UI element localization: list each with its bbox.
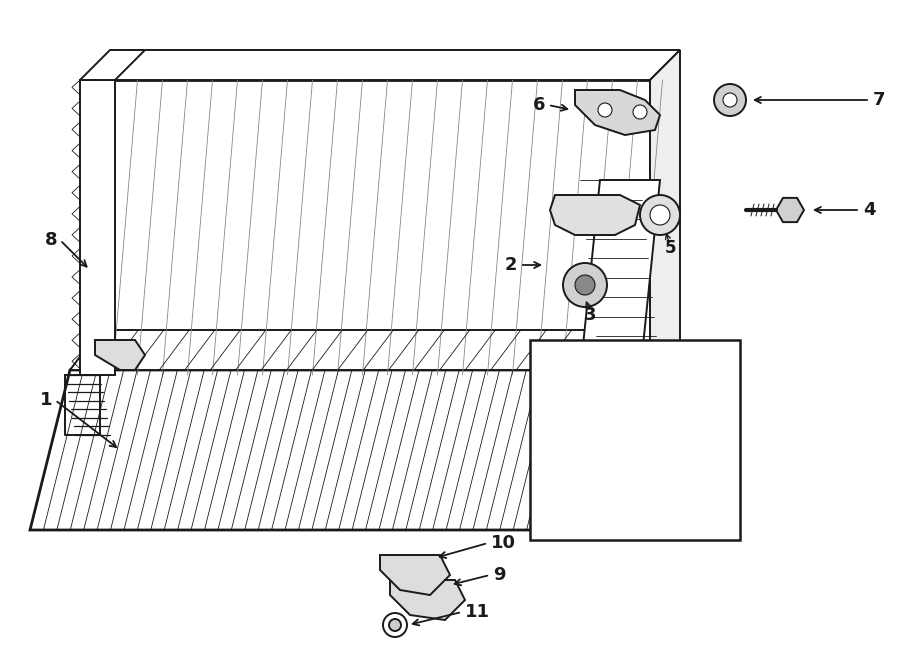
Circle shape <box>383 613 407 637</box>
Text: 11: 11 <box>465 603 490 621</box>
Text: 6: 6 <box>533 96 545 114</box>
Polygon shape <box>540 330 610 530</box>
Text: 8: 8 <box>44 231 57 249</box>
Circle shape <box>389 619 401 631</box>
Polygon shape <box>550 195 640 235</box>
Circle shape <box>714 84 746 116</box>
Circle shape <box>563 263 607 307</box>
Circle shape <box>640 195 680 235</box>
Text: 5: 5 <box>664 239 676 257</box>
Polygon shape <box>380 555 450 595</box>
Polygon shape <box>80 80 115 375</box>
Text: 7: 7 <box>873 91 886 109</box>
Polygon shape <box>95 340 145 370</box>
Circle shape <box>650 205 670 225</box>
Polygon shape <box>80 50 145 80</box>
Polygon shape <box>100 80 650 375</box>
Polygon shape <box>580 180 660 375</box>
Text: 9: 9 <box>493 566 506 584</box>
Text: 4: 4 <box>863 201 876 219</box>
Text: 1: 1 <box>40 391 52 409</box>
Circle shape <box>575 275 595 295</box>
Polygon shape <box>70 330 610 370</box>
Bar <box>530 340 740 540</box>
Polygon shape <box>776 198 804 222</box>
Text: 2: 2 <box>505 256 517 274</box>
Polygon shape <box>575 90 660 135</box>
Polygon shape <box>590 380 670 510</box>
Polygon shape <box>30 370 580 530</box>
Polygon shape <box>100 50 680 80</box>
Text: 10: 10 <box>491 534 516 552</box>
Circle shape <box>723 93 737 107</box>
Polygon shape <box>390 580 465 620</box>
Circle shape <box>598 103 612 117</box>
Polygon shape <box>650 50 680 375</box>
Text: 3: 3 <box>584 306 596 324</box>
Polygon shape <box>620 500 670 530</box>
Circle shape <box>633 105 647 119</box>
